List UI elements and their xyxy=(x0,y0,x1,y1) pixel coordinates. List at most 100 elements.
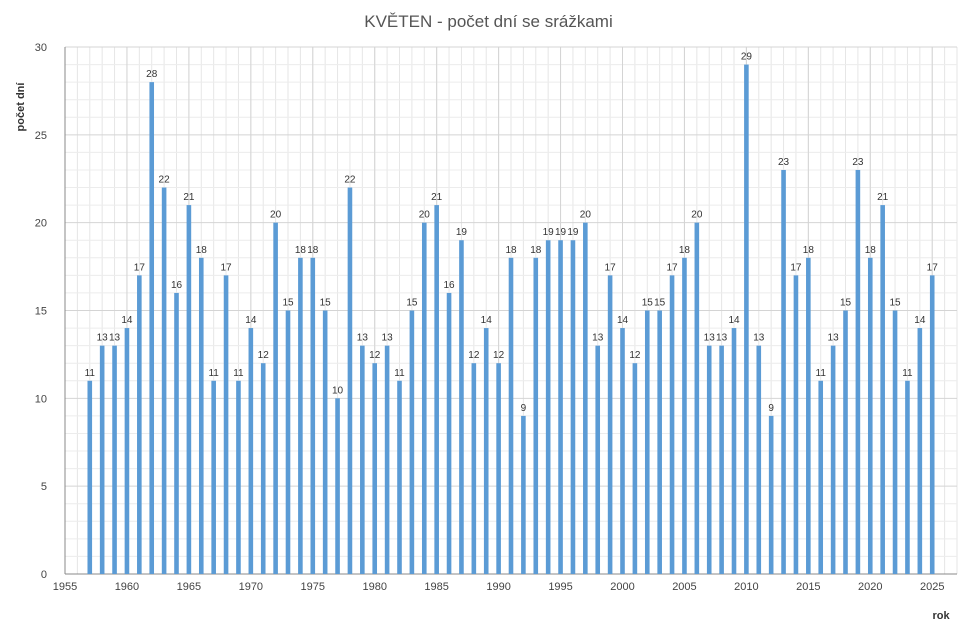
y-axis-title: počet dní xyxy=(15,82,27,132)
bars xyxy=(87,64,935,575)
x-tick-label: 1955 xyxy=(53,581,77,593)
data-label: 17 xyxy=(605,262,617,273)
data-label: 11 xyxy=(902,368,913,379)
bar xyxy=(483,328,489,574)
data-label: 13 xyxy=(704,333,716,344)
data-label: 20 xyxy=(270,210,282,221)
data-label: 15 xyxy=(320,298,332,309)
data-label: 11 xyxy=(208,368,219,379)
bar xyxy=(248,328,254,574)
bar xyxy=(768,415,774,574)
data-label: 15 xyxy=(282,298,294,309)
bar xyxy=(682,257,687,574)
bar xyxy=(793,275,799,574)
bar xyxy=(843,310,848,574)
y-tick-label: 10 xyxy=(35,393,47,405)
data-label: 17 xyxy=(134,262,146,273)
y-tick-label: 25 xyxy=(35,130,47,142)
bar xyxy=(471,363,477,574)
data-label: 20 xyxy=(419,210,431,221)
data-label: 23 xyxy=(852,157,864,168)
data-label: 22 xyxy=(159,175,171,186)
data-label: 19 xyxy=(456,227,468,238)
bar xyxy=(310,257,316,574)
y-tick-label: 5 xyxy=(41,481,47,493)
bar xyxy=(570,240,576,574)
chart-title: KVĚTEN - počet dní se srážkami xyxy=(364,12,613,31)
data-label: 13 xyxy=(382,333,394,344)
bar xyxy=(335,398,340,574)
data-label: 15 xyxy=(889,298,901,309)
bar xyxy=(112,345,117,574)
data-label: 17 xyxy=(666,262,678,273)
data-label: 12 xyxy=(629,350,641,361)
data-label: 13 xyxy=(716,333,728,344)
data-label: 12 xyxy=(468,350,480,361)
data-label: 21 xyxy=(183,192,195,203)
data-label: 14 xyxy=(617,315,629,326)
data-label: 11 xyxy=(394,368,405,379)
bar xyxy=(99,345,105,574)
x-tick-label: 2010 xyxy=(734,581,758,593)
data-label: 20 xyxy=(691,210,703,221)
bar xyxy=(855,169,861,574)
bar xyxy=(87,380,93,574)
bar xyxy=(545,240,551,574)
x-tick-label: 1975 xyxy=(301,581,325,593)
data-label: 19 xyxy=(555,227,567,238)
bar xyxy=(607,275,613,574)
bar xyxy=(360,345,365,574)
bar xyxy=(236,380,241,574)
bar xyxy=(620,328,625,574)
data-label: 12 xyxy=(258,350,270,361)
x-tick-label: 1995 xyxy=(548,581,572,593)
data-label: 10 xyxy=(332,385,344,396)
bar xyxy=(892,310,898,574)
bar xyxy=(149,82,155,574)
data-label: 15 xyxy=(642,298,654,309)
data-label: 13 xyxy=(109,333,121,344)
data-label: 12 xyxy=(493,350,505,361)
data-label: 13 xyxy=(753,333,765,344)
bar xyxy=(409,310,415,574)
bar xyxy=(595,345,601,574)
data-label: 16 xyxy=(443,280,455,291)
bar xyxy=(260,363,266,574)
bar xyxy=(459,240,464,574)
y-tick-label: 30 xyxy=(35,42,47,54)
bar xyxy=(830,345,836,574)
data-label: 29 xyxy=(741,52,753,63)
bar xyxy=(384,345,390,574)
bar xyxy=(731,328,737,574)
data-label: 14 xyxy=(121,315,133,326)
bar xyxy=(397,380,402,574)
bar xyxy=(496,363,501,574)
x-tick-label: 2015 xyxy=(796,581,820,593)
bar xyxy=(137,275,142,574)
bar xyxy=(744,64,749,575)
data-label: 14 xyxy=(914,315,926,326)
data-label: 13 xyxy=(357,333,369,344)
data-label: 28 xyxy=(146,69,158,80)
data-label: 18 xyxy=(865,245,877,256)
bar xyxy=(161,187,167,575)
bar xyxy=(657,310,662,574)
data-label: 19 xyxy=(543,227,555,238)
bar xyxy=(211,380,216,574)
y-tick-label: 0 xyxy=(41,569,47,581)
bar xyxy=(198,257,204,574)
bar xyxy=(867,257,873,574)
data-label: 15 xyxy=(654,298,666,309)
data-label: 18 xyxy=(307,245,319,256)
bar xyxy=(644,310,650,574)
bar xyxy=(298,257,303,574)
bar xyxy=(756,345,762,574)
bar xyxy=(322,310,328,574)
y-tick-label: 15 xyxy=(35,306,47,318)
bar xyxy=(669,275,675,574)
data-label: 11 xyxy=(816,368,827,379)
data-label: 9 xyxy=(768,403,774,414)
data-label: 18 xyxy=(505,245,517,256)
